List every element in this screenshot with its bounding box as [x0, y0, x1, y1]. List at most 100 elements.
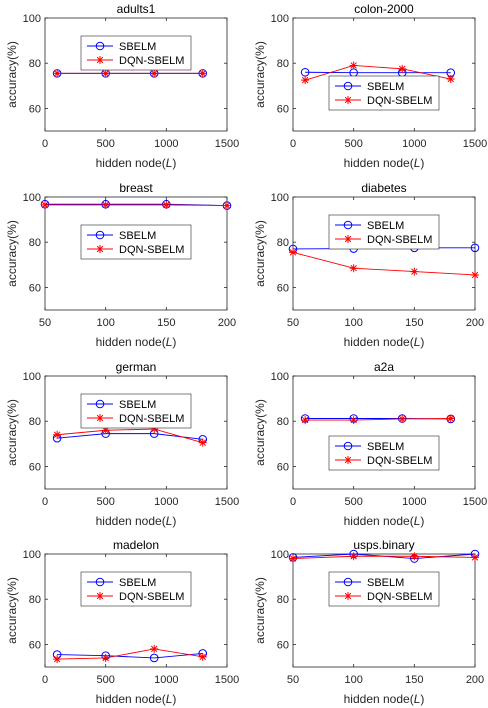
- marker-circle: [95, 230, 105, 240]
- series-line: [45, 204, 228, 207]
- x-axis-label: hidden node(L): [344, 692, 425, 706]
- subplot-title: a2a: [374, 360, 394, 374]
- series-line: [57, 428, 203, 444]
- y-tick-label: 60: [29, 639, 41, 651]
- y-axis-label: accuracy(%): [5, 41, 19, 108]
- legend-label: DQN-SBELM: [119, 55, 184, 67]
- y-tick-label: 60: [277, 103, 289, 115]
- y-axis-label: accuracy(%): [253, 577, 267, 644]
- marker-star: [289, 554, 297, 563]
- legend-label: SBELM: [119, 230, 156, 242]
- x-tick-label: 500: [344, 496, 362, 508]
- marker-star: [471, 270, 479, 279]
- marker-star: [349, 552, 358, 561]
- marker-star: [446, 75, 455, 84]
- marker-star: [446, 414, 455, 423]
- marker-star: [198, 69, 207, 78]
- marker-circle: [95, 399, 105, 409]
- y-tick-label: 60: [277, 639, 289, 651]
- x-tick-label: 50: [287, 317, 299, 329]
- marker-star: [96, 414, 104, 422]
- y-tick-label: 60: [29, 282, 41, 294]
- marker-star: [349, 416, 358, 425]
- subplot-title: usps.binary: [353, 538, 414, 552]
- series-line: [57, 433, 203, 440]
- series-line: [57, 648, 203, 660]
- y-axis-label: accuracy(%): [253, 220, 267, 287]
- marker-star: [344, 456, 352, 464]
- series-line: [305, 418, 451, 421]
- legend-label: DQN-SBELM: [367, 455, 432, 467]
- axes-box: [292, 375, 476, 490]
- series-sbelm: [52, 649, 208, 663]
- subplot-usps-binary: 50 100 150 200 60 80 100 usps.binary hidden node…: [253, 538, 484, 706]
- y-tick-label: 100: [23, 13, 41, 25]
- marker-star: [410, 552, 419, 561]
- marker-circle: [149, 653, 159, 663]
- x-tick-label: 1000: [154, 496, 178, 508]
- series-dqn-sbelm: [53, 644, 207, 664]
- axes-box: [44, 553, 228, 668]
- series-dqn-sbelm: [53, 425, 207, 447]
- subplot-title: german: [116, 360, 157, 374]
- x-tick-label: 200: [466, 317, 484, 329]
- marker-circle: [95, 577, 105, 587]
- y-tick-label: 60: [277, 461, 289, 473]
- x-axis-label: hidden node(L): [344, 156, 425, 170]
- y-tick-label: 80: [277, 58, 289, 70]
- legend-box: [328, 571, 440, 607]
- x-axis-label: hidden node(L): [344, 335, 425, 349]
- x-tick-label: 0: [42, 138, 48, 150]
- legend-label: SBELM: [367, 441, 404, 453]
- marker-star: [344, 235, 352, 243]
- legend-label: DQN-SBELM: [367, 234, 432, 246]
- y-tick-label: 80: [277, 416, 289, 428]
- subplot-madelon: 0 500 1000 1500 60 80 100 madelon hidden node(L)…: [5, 538, 239, 706]
- series-dqn-sbelm: [301, 61, 455, 85]
- y-tick-label: 60: [277, 282, 289, 294]
- legend-label: DQN-SBELM: [119, 591, 184, 603]
- legend: SBELM DQN-SBELM: [80, 393, 192, 429]
- x-tick-label: 100: [344, 674, 362, 686]
- x-axis-label: hidden node(L): [344, 514, 425, 528]
- x-tick-label: 500: [96, 674, 114, 686]
- marker-star: [289, 248, 297, 257]
- marker-circle: [470, 243, 480, 253]
- y-tick-label: 100: [271, 192, 289, 204]
- marker-star: [198, 438, 207, 447]
- marker-star: [344, 96, 352, 104]
- legend-box: [80, 224, 192, 260]
- y-tick-label: 80: [277, 594, 289, 606]
- x-tick-label: 1500: [463, 138, 487, 150]
- x-tick-label: 150: [157, 317, 175, 329]
- y-axis-label: accuracy(%): [253, 41, 267, 108]
- x-tick-label: 200: [466, 674, 484, 686]
- x-tick-label: 150: [405, 317, 423, 329]
- y-tick-label: 80: [29, 594, 41, 606]
- marker-star: [150, 425, 159, 434]
- axes-box: [44, 375, 228, 490]
- legend-label: DQN-SBELM: [367, 591, 432, 603]
- series-line: [305, 65, 451, 81]
- x-tick-label: 1500: [215, 674, 239, 686]
- marker-circle: [343, 577, 353, 587]
- legend-box: [80, 571, 192, 607]
- legend-label: SBELM: [119, 577, 156, 589]
- x-tick-label: 150: [405, 674, 423, 686]
- y-axis-label: accuracy(%): [5, 577, 19, 644]
- y-tick-label: 100: [23, 371, 41, 383]
- legend-box: [328, 75, 440, 111]
- legend-box: [80, 393, 192, 429]
- series-line: [292, 555, 476, 559]
- marker-star: [101, 653, 110, 662]
- y-tick-label: 80: [277, 237, 289, 249]
- marker-star: [150, 69, 159, 78]
- y-tick-label: 60: [29, 103, 41, 115]
- subplot-title: breast: [119, 181, 153, 195]
- axes-box: [292, 196, 476, 311]
- marker-star: [101, 426, 110, 435]
- x-tick-label: 0: [42, 496, 48, 508]
- marker-circle: [343, 441, 353, 451]
- legend-label: DQN-SBELM: [119, 413, 184, 425]
- series-dqn-sbelm: [41, 200, 231, 210]
